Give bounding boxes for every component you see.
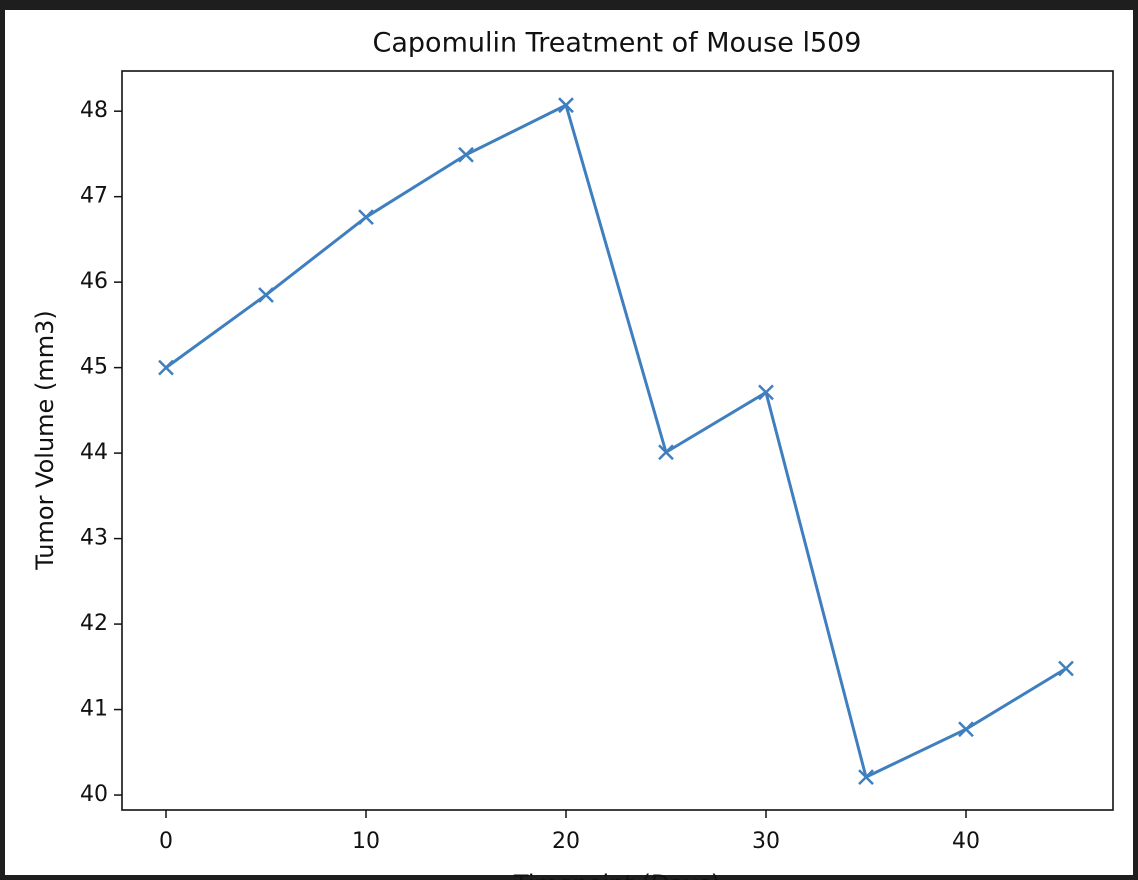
data-point [558,97,574,114]
y-axis-label: Tumor Volume (mm3) [31,310,59,570]
x-tick-label: 30 [752,829,780,854]
x-tick-label: 0 [159,829,173,854]
data-point [1058,660,1074,677]
y-tick-label: 47 [80,184,108,209]
data-point [958,721,974,738]
data-point [358,209,374,226]
data-point [658,444,674,461]
y-tick-label: 41 [80,697,108,722]
x-axis-label: Timepoint (Days) [513,870,720,880]
y-tick-label: 40 [80,782,108,807]
y-tick-label: 46 [80,269,108,294]
y-tick-label: 48 [80,98,108,123]
y-tick-label: 43 [80,526,108,551]
chart-title: Capomulin Treatment of Mouse l509 [373,28,862,59]
data-point [158,359,174,376]
x-tick-label: 20 [552,829,580,854]
data-point [458,146,474,163]
y-tick-label: 42 [80,611,108,636]
y-tick-label: 44 [80,440,108,465]
figure-background [5,10,1133,875]
data-point [758,384,774,401]
data-point [858,769,874,785]
plot-frame [121,70,1114,811]
x-tick-label: 40 [952,829,980,854]
x-tick-label: 10 [352,829,380,854]
y-tick-label: 45 [80,355,108,380]
data-point [258,287,274,303]
data-line [165,103,1067,780]
